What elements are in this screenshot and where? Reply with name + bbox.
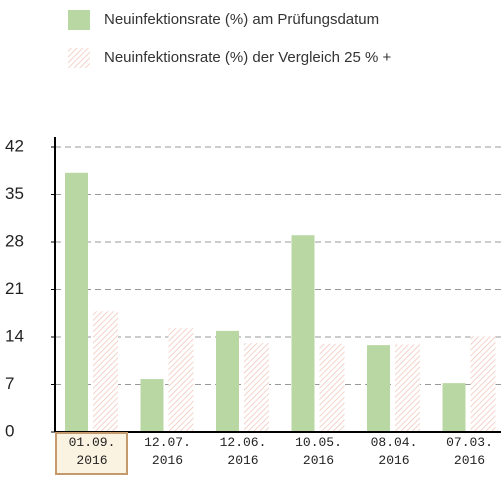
bar [442, 383, 466, 432]
bar [168, 328, 194, 432]
legend-swatch [68, 10, 90, 30]
legend-label: Neuinfektionsrate (%) der Vergleich 25 %… [104, 49, 392, 66]
y-tick-label: 0 [5, 421, 14, 440]
bar [470, 336, 496, 432]
bar [319, 343, 345, 432]
x-tick-label[interactable]: 12.07. 2016 [144, 435, 191, 468]
bar [395, 344, 420, 432]
bar [65, 172, 88, 433]
x-tick-label[interactable]: 07.03. 2016 [446, 435, 493, 468]
bar [367, 345, 390, 432]
legend-swatch [68, 48, 90, 68]
x-tick-label[interactable]: 12.06. 2016 [219, 435, 267, 468]
y-tick-label: 7 [5, 374, 14, 393]
bar [216, 330, 239, 432]
bar [244, 343, 269, 432]
bar [140, 379, 164, 432]
y-tick-label: 14 [5, 326, 24, 345]
x-tick-label[interactable]: 10.05. 2016 [295, 435, 342, 468]
bar [93, 311, 118, 432]
y-tick-label: 28 [5, 231, 24, 250]
x-tick-label[interactable]: 08.04. 2016 [370, 435, 418, 468]
y-tick-label: 35 [5, 184, 24, 203]
y-tick-label: 42 [5, 136, 24, 155]
y-tick-label: 21 [5, 279, 24, 298]
x-tick-label[interactable]: 01.09. 2016 [68, 435, 116, 468]
selected-category [55, 432, 128, 475]
legend-label: Neuinfektionsrate (%) am Prüfungsdatum [104, 11, 380, 28]
bar [291, 235, 315, 432]
